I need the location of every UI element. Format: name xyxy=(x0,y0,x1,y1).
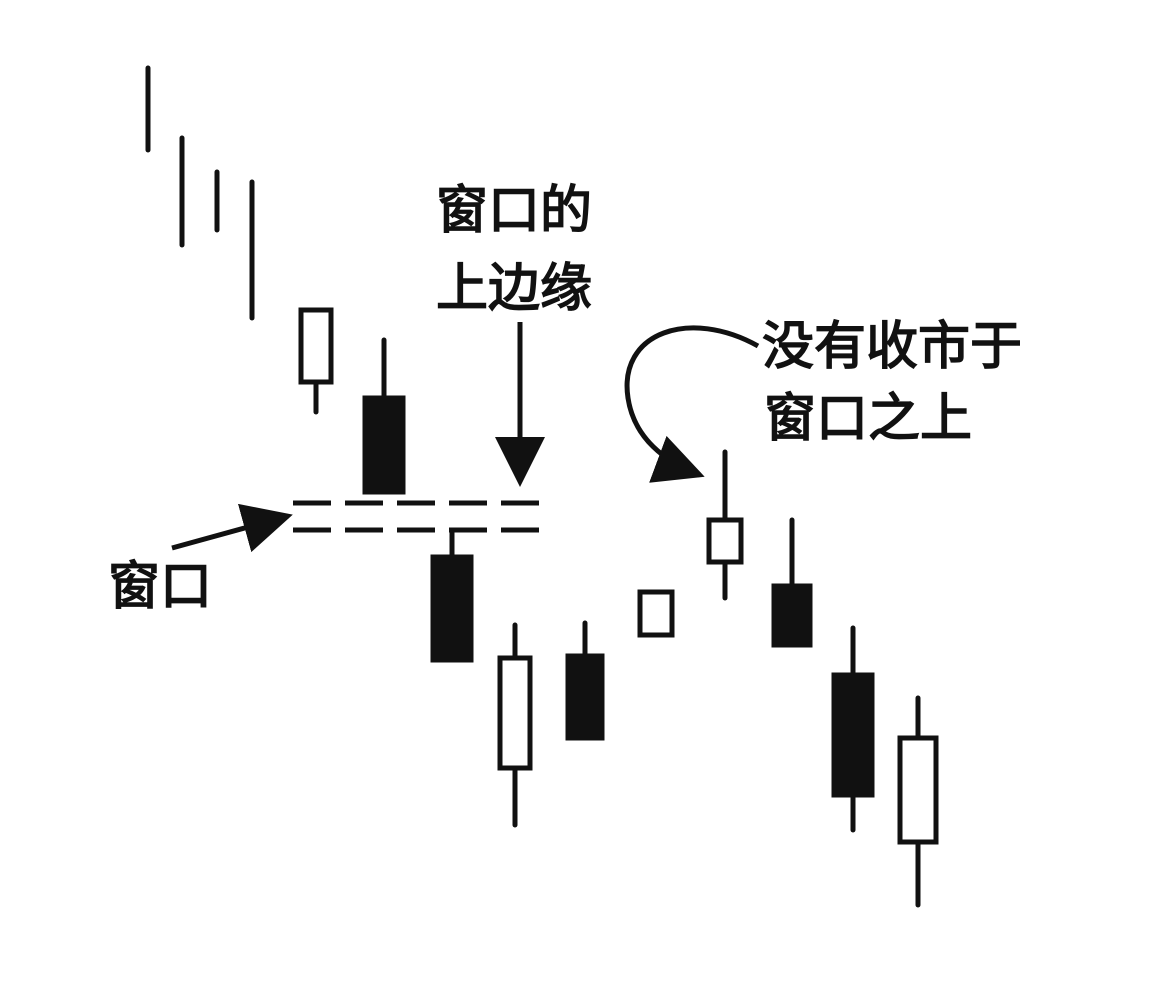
candlesticks-group xyxy=(145,65,939,908)
window-label: 窗口 xyxy=(108,557,212,617)
window-gap-lines xyxy=(293,500,540,533)
candle-11 xyxy=(706,449,744,601)
candle-13 xyxy=(831,625,875,833)
no-close-curved-arrow xyxy=(624,325,760,483)
no-close-label-line2: 窗口之上 xyxy=(764,389,972,449)
candle-body-filled xyxy=(362,395,406,495)
candle-10 xyxy=(637,589,675,638)
candle-body-filled xyxy=(430,554,474,663)
candle-body-filled xyxy=(565,653,605,741)
candle-body-hollow xyxy=(637,589,675,638)
candle-body-filled xyxy=(831,672,875,798)
candle-6 xyxy=(362,337,406,495)
candle-body-hollow xyxy=(298,307,334,385)
no-close-label-line1: 没有收市于 xyxy=(762,317,1022,377)
candle-5 xyxy=(298,307,334,415)
candle-12 xyxy=(771,517,813,648)
candle-body-hollow xyxy=(897,735,939,845)
candle-14 xyxy=(897,695,939,908)
upper-edge-label-line1: 窗口的 xyxy=(436,181,592,241)
candle-9 xyxy=(565,620,605,741)
candle-body-hollow xyxy=(497,655,533,771)
upper-edge-label-line2: 上边缘 xyxy=(436,259,592,319)
window-arrow xyxy=(171,503,293,553)
candle-7 xyxy=(430,527,474,663)
candle-body-filled xyxy=(771,583,813,648)
candle-8 xyxy=(497,622,533,828)
candle-body-hollow xyxy=(706,517,744,565)
